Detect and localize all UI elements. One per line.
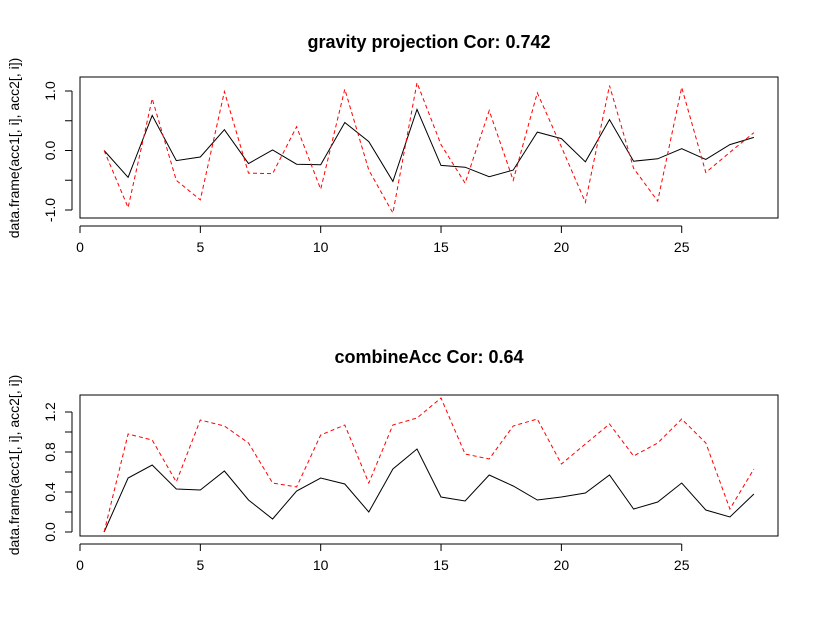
y-axis-label: data.frame(acc1[, i], acc2[, i]) xyxy=(6,375,22,556)
chart-panel-gravity-projection: gravity projection Cor: 0.742 data.frame… xyxy=(6,32,779,255)
chart-panel-combine-acc: combineAcc Cor: 0.64 data.frame(acc1[, i… xyxy=(6,347,779,573)
y-axis: 0.0 0.4 0.8 1.2 xyxy=(42,402,73,542)
x-tick-label: 5 xyxy=(196,557,204,573)
chart-title: gravity projection Cor: 0.742 xyxy=(307,32,550,52)
series-line-acc2 xyxy=(103,80,755,215)
x-axis: 0 5 10 15 20 25 xyxy=(76,543,690,573)
x-tick-label: 20 xyxy=(554,239,570,255)
y-tick-label: 1.0 xyxy=(42,81,58,101)
plot-frame xyxy=(79,394,779,537)
y-tick-label: 0.0 xyxy=(42,141,58,161)
x-tick-label: 25 xyxy=(674,239,690,255)
x-tick-label: 15 xyxy=(433,239,449,255)
y-axis: -1.0 0.0 1.0 xyxy=(42,81,73,222)
x-tick-label: 10 xyxy=(313,239,329,255)
series-layer xyxy=(103,397,755,533)
series-layer xyxy=(103,80,755,215)
x-tick-label: 20 xyxy=(554,557,570,573)
series-line-acc1 xyxy=(103,448,755,533)
x-tick-label: 5 xyxy=(196,239,204,255)
chart-title: combineAcc Cor: 0.64 xyxy=(334,347,523,367)
series-line-acc1 xyxy=(103,107,755,183)
x-tick-label: 0 xyxy=(76,239,84,255)
plot-frame xyxy=(79,76,779,219)
x-tick-label: 10 xyxy=(313,557,329,573)
x-axis: 0 5 10 15 20 25 xyxy=(76,225,690,255)
y-tick-label: 0.0 xyxy=(42,522,58,542)
y-tick-label: 0.8 xyxy=(42,442,58,462)
y-tick-label: 0.4 xyxy=(42,482,58,502)
y-tick-label: -1.0 xyxy=(42,198,58,222)
series-line-acc2 xyxy=(103,397,755,533)
x-tick-label: 15 xyxy=(433,557,449,573)
x-tick-label: 25 xyxy=(674,557,690,573)
x-tick-label: 0 xyxy=(76,557,84,573)
y-axis-label: data.frame(acc1[, i], acc2[, i]) xyxy=(6,58,22,239)
y-tick-label: 1.2 xyxy=(42,402,58,422)
